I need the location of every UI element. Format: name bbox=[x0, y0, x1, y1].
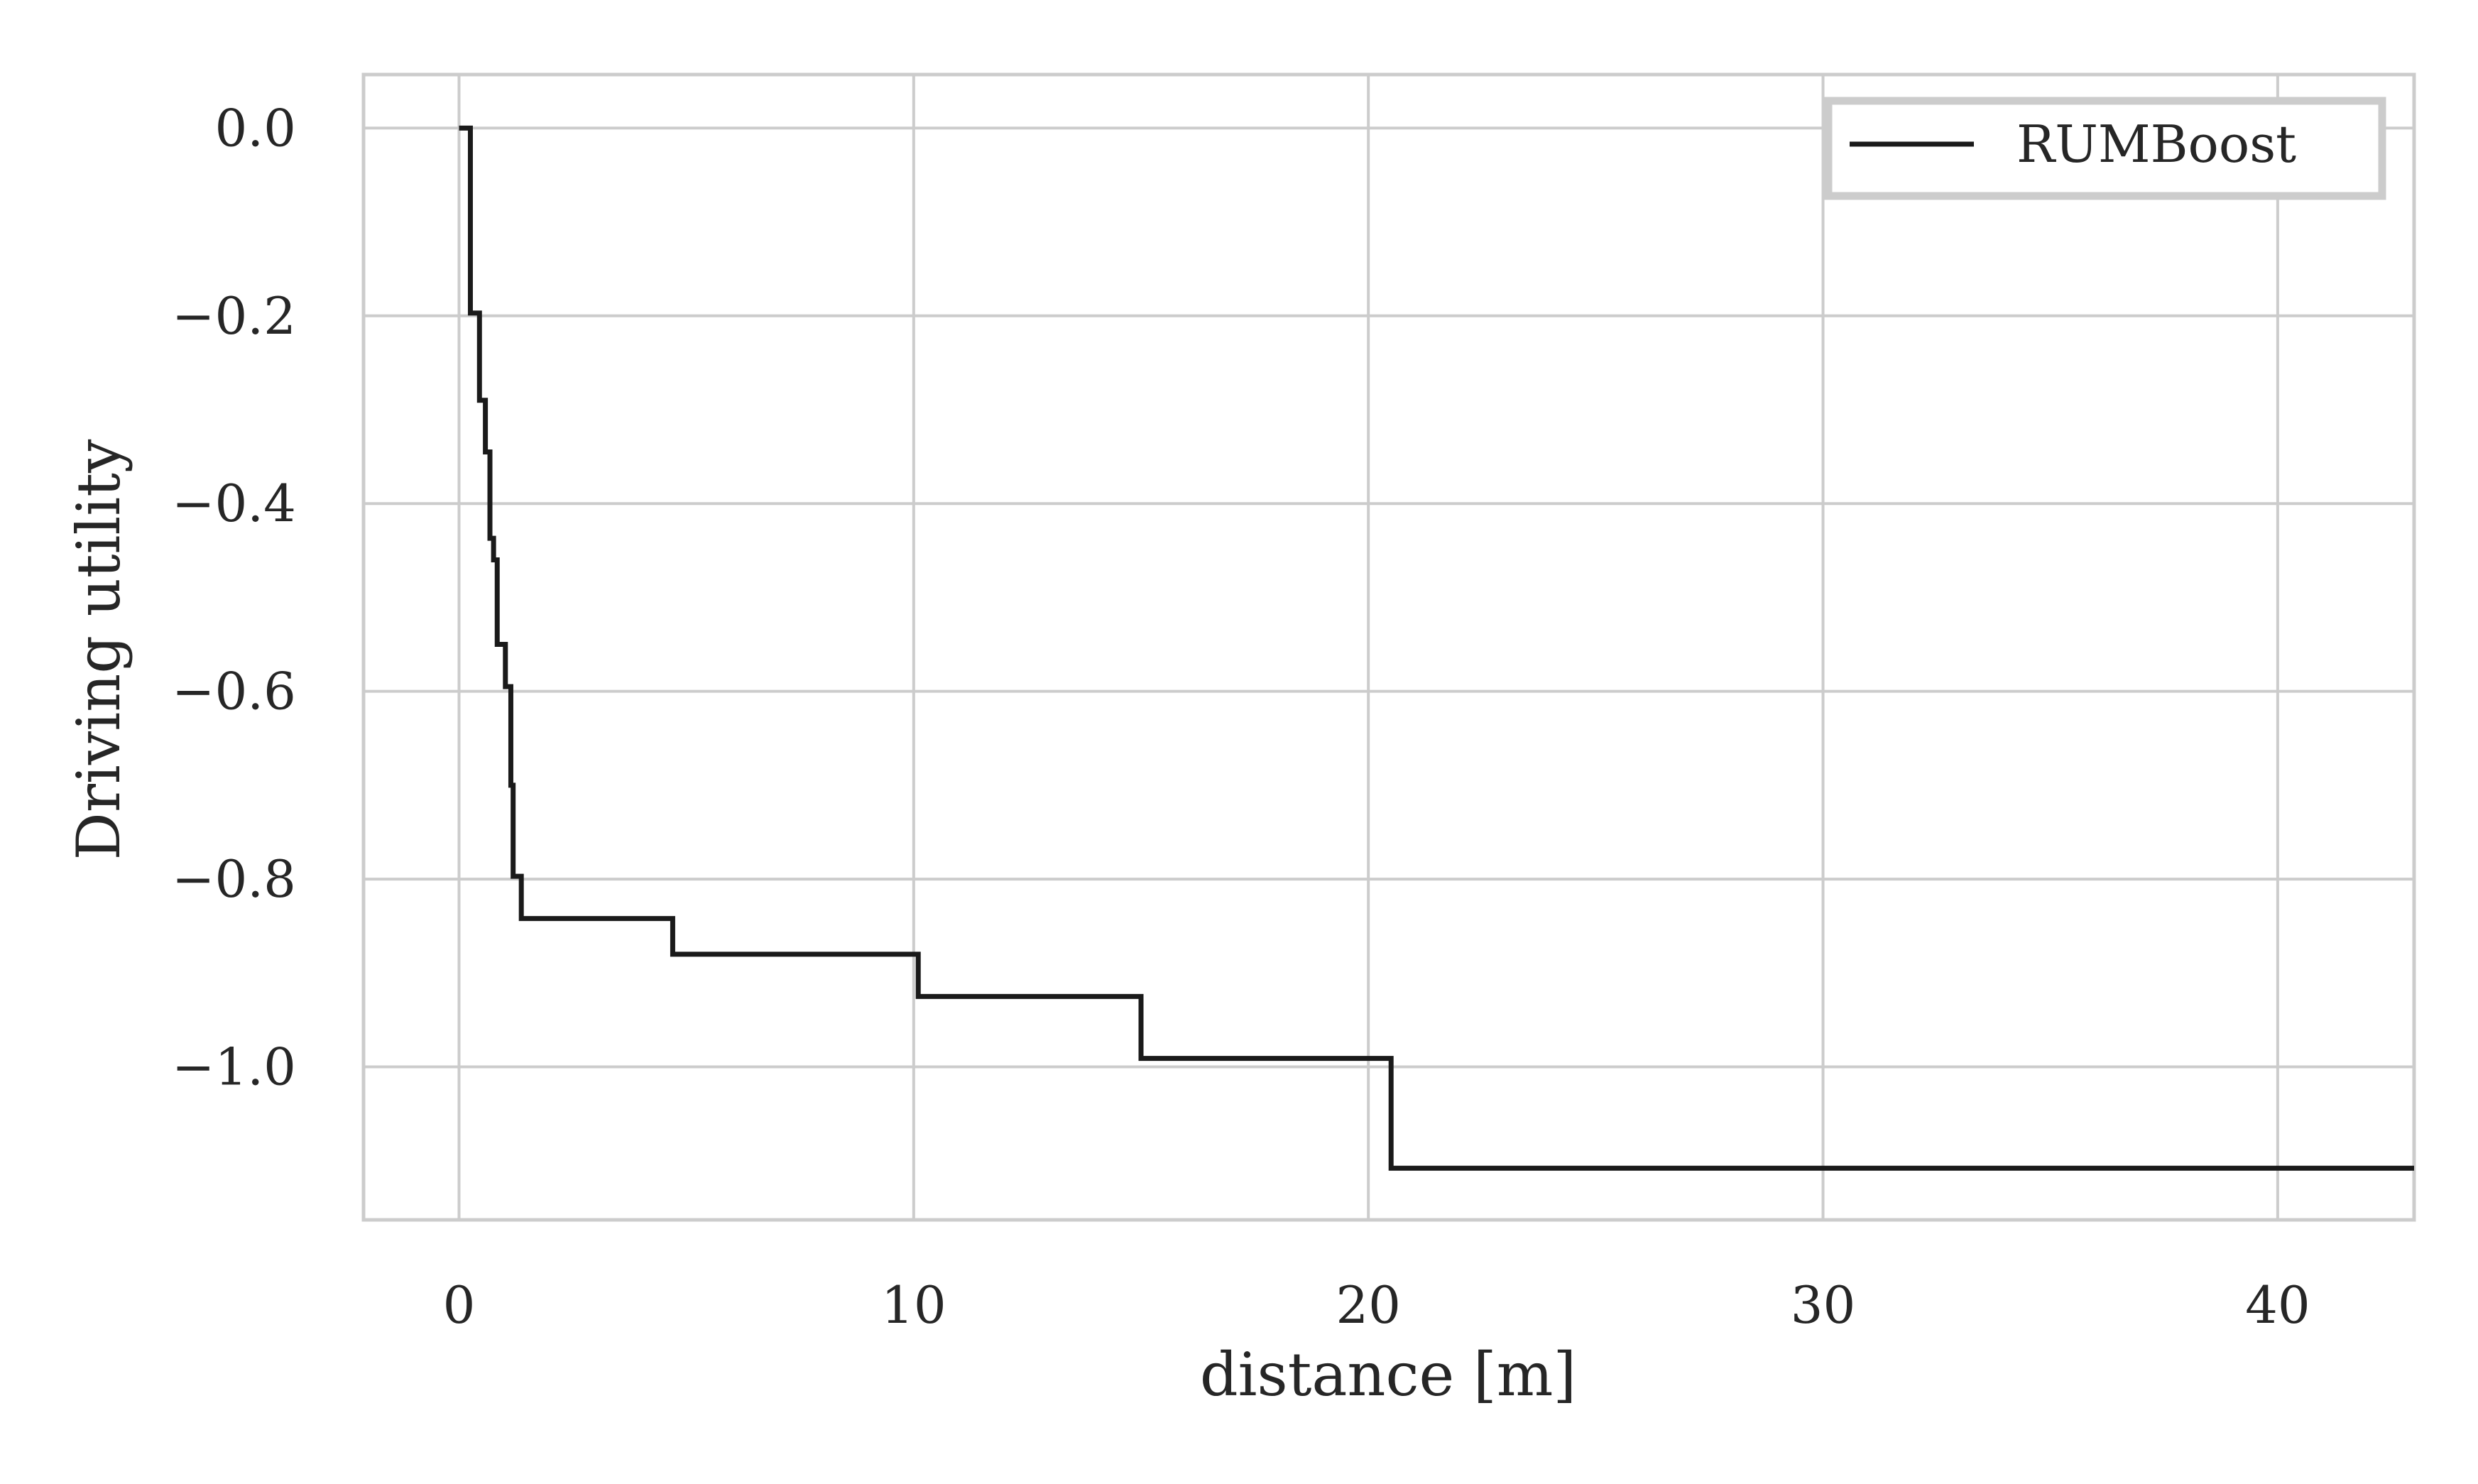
x-tick-label: 30 bbox=[1791, 1275, 1856, 1335]
y-tick-label: −0.4 bbox=[172, 474, 296, 533]
x-grid-lines bbox=[457, 75, 2279, 1220]
y-tick-label: 0.0 bbox=[214, 98, 296, 158]
x-tick-label: 0 bbox=[443, 1275, 476, 1335]
x-tick-label: 20 bbox=[1336, 1275, 1401, 1335]
y-tick-label: −1.0 bbox=[172, 1037, 296, 1096]
series-group bbox=[459, 125, 2414, 1171]
series-line-rumboost bbox=[459, 125, 2414, 1171]
y-axis-label: Driving utility bbox=[64, 439, 133, 860]
y-tick-label: −0.6 bbox=[172, 662, 296, 721]
y-grid-lines bbox=[364, 126, 2414, 1069]
legend[interactable]: RUMBoost bbox=[1824, 97, 2386, 200]
legend-box bbox=[1824, 97, 2386, 200]
x-tick-labels: 0 10 20 30 40 bbox=[443, 1275, 2310, 1335]
y-tick-label: −0.2 bbox=[172, 286, 296, 346]
x-axis-label: distance [m] bbox=[1200, 1340, 1576, 1409]
plot-frame bbox=[361, 72, 2416, 1222]
y-tick-label: −0.8 bbox=[172, 849, 296, 909]
y-tick-labels: 0.0 −0.2 −0.4 −0.6 −0.8 −1.0 bbox=[172, 98, 296, 1096]
x-tick-label: 40 bbox=[2245, 1275, 2310, 1335]
x-tick-label: 10 bbox=[881, 1275, 946, 1335]
legend-label-rumboost: RUMBoost bbox=[2016, 114, 2296, 174]
